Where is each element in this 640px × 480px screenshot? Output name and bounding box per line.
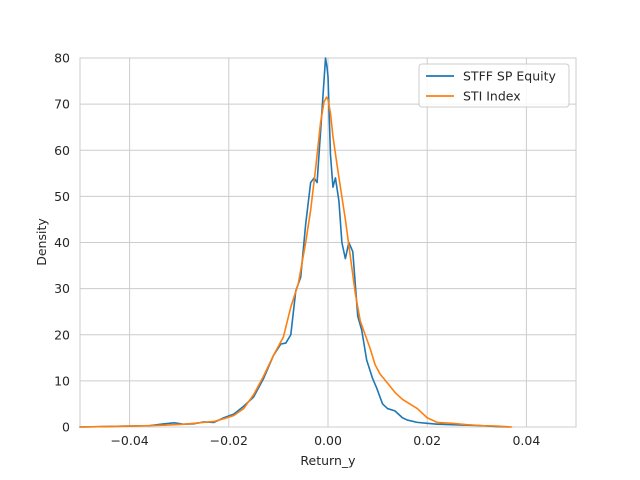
- legend-box: [418, 63, 570, 108]
- x-tick-label: −0.04: [110, 433, 148, 448]
- x-tick-label: −0.02: [210, 433, 248, 448]
- y-tick-label: 50: [54, 189, 70, 204]
- series-line-2: [79, 96, 513, 428]
- x-tick-label: 0.00: [314, 433, 342, 448]
- x-tick-label: 0.04: [512, 433, 540, 448]
- y-tick-label: 80: [54, 51, 70, 66]
- y-tick-label: 10: [54, 373, 70, 388]
- legend-label: STFF SP Equity: [463, 69, 556, 84]
- y-tick-label: 0: [62, 420, 70, 435]
- x-axis-label: Return_y: [300, 453, 356, 468]
- y-tick-label: 60: [54, 143, 70, 158]
- y-axis-label: Density: [34, 218, 49, 266]
- x-ticks: −0.04 −0.02 0.00 0.02 0.04: [110, 433, 540, 448]
- series-lines: [79, 57, 513, 428]
- y-ticks: 0 10 20 30 40 50 60 70 80: [54, 51, 70, 435]
- plot-area: [79, 57, 577, 428]
- x-tick-label: 0.02: [413, 433, 441, 448]
- y-tick-label: 70: [54, 97, 70, 112]
- y-tick-label: 40: [54, 235, 70, 250]
- y-tick-label: 20: [54, 327, 70, 342]
- legend-label: STI Index: [463, 89, 521, 104]
- grid: [80, 57, 576, 428]
- y-tick-label: 30: [54, 281, 70, 296]
- legend: STFF SP Equity STI Index: [418, 63, 570, 108]
